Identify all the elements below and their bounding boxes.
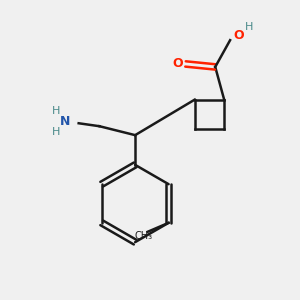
Text: CH₃: CH₃ (134, 231, 152, 241)
Text: O: O (234, 29, 244, 42)
Text: H: H (52, 127, 61, 137)
Text: H: H (245, 22, 254, 32)
Text: N: N (60, 115, 70, 128)
Text: O: O (173, 58, 183, 70)
Text: H: H (52, 106, 61, 116)
